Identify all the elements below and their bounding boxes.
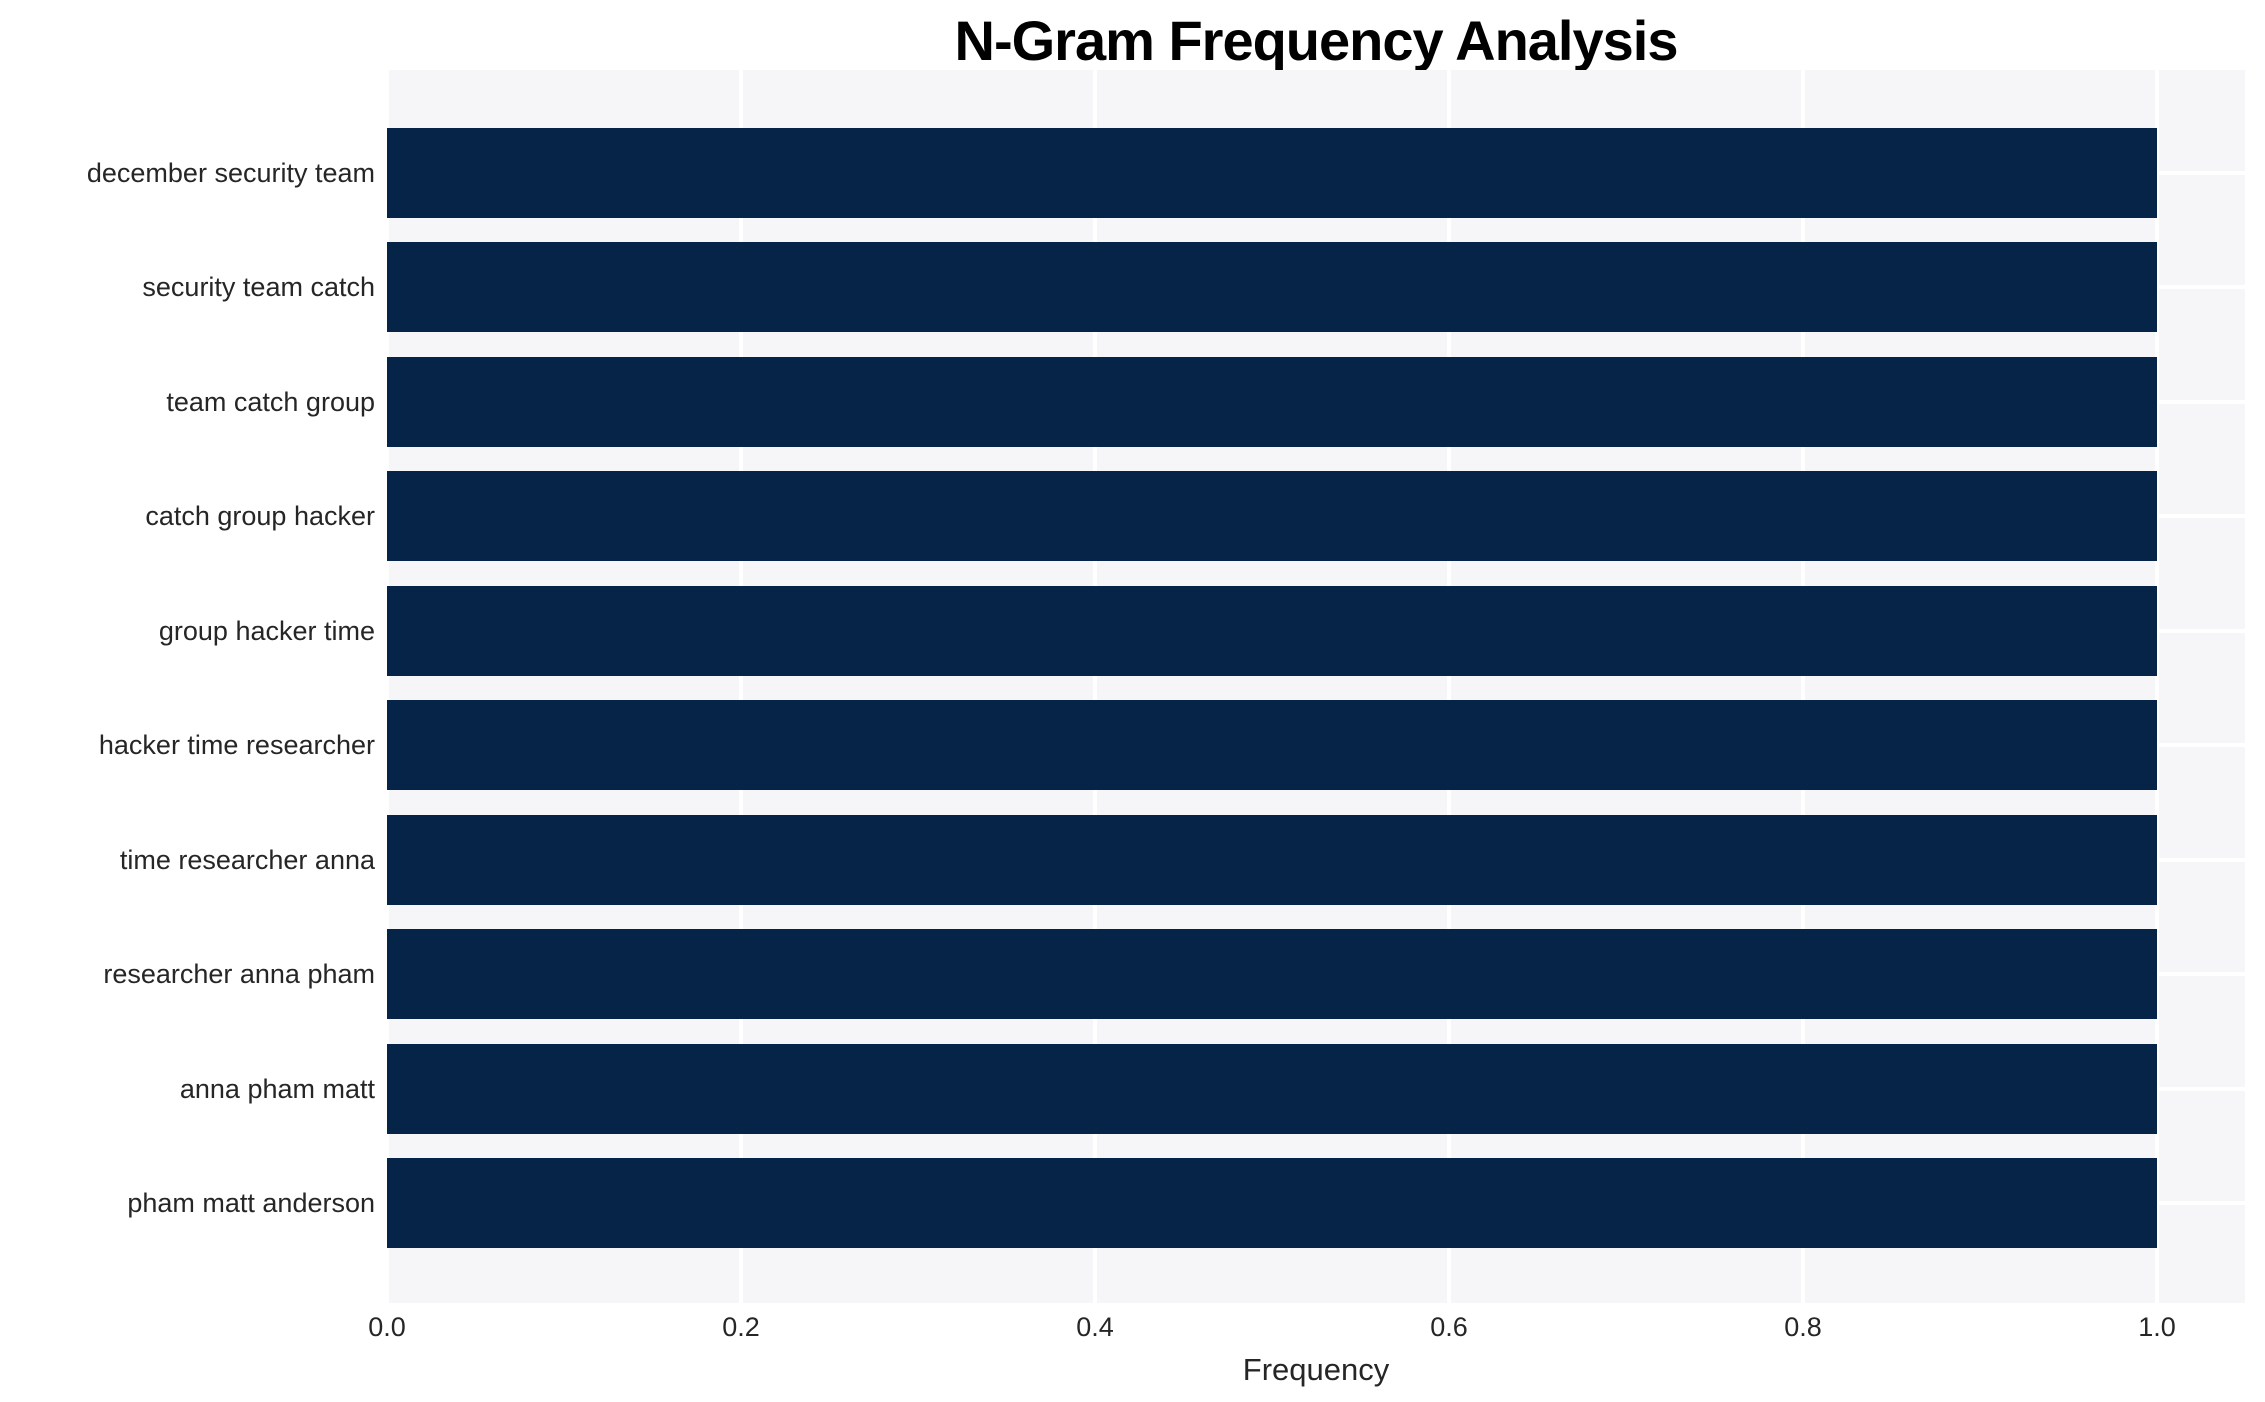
bar-researcher-anna-pham — [387, 929, 2157, 1020]
xtick-label-0.6: 0.6 — [1430, 1312, 1468, 1342]
bar-hacker-time-researcher — [387, 700, 2157, 791]
plot-area — [385, 70, 2245, 1303]
ytick-label: time researcher anna — [119, 844, 375, 875]
ytick-label: december security team — [86, 158, 375, 188]
bar-security-team-catch — [387, 242, 2157, 333]
xtick-label-0.8: 0.8 — [1784, 1312, 1822, 1342]
ytick-label: pham matt anderson — [127, 1187, 375, 1218]
ytick-label: security team catch — [142, 272, 375, 303]
bar-team-catch-group — [387, 356, 2157, 447]
bar-anna-pham-matt — [387, 1043, 2157, 1134]
x-gridline-0.2 — [739, 70, 743, 1303]
x-gridline-0.0 — [385, 70, 389, 1303]
ytick-label: team catch group — [166, 386, 375, 417]
x-gridline-1.0 — [2155, 70, 2159, 1303]
x-gridline-0.4 — [1093, 70, 1097, 1303]
ytick-label: hacker time researcher — [98, 730, 375, 761]
xtick-label-1.0: 1.0 — [2138, 1312, 2176, 1342]
ytick-label: researcher anna pham — [103, 959, 375, 990]
xtick-label-0.2: 0.2 — [722, 1312, 760, 1342]
ytick-label: group hacker time — [158, 615, 375, 646]
bar-december-security-team — [387, 128, 2157, 218]
bar-pham-matt-anderson — [387, 1157, 2157, 1248]
ytick-label: catch group hacker — [145, 501, 375, 532]
bar-time-researcher-anna — [387, 814, 2157, 905]
ytick-label: anna pham matt — [179, 1073, 375, 1104]
bar-catch-group-hacker — [387, 471, 2157, 562]
x-gridline-0.6 — [1447, 70, 1451, 1303]
x-axis-title: Frequency — [1242, 1352, 1390, 1387]
chart-title: N-Gram Frequency Analysis — [954, 9, 1679, 72]
xtick-label-0.0: 0.0 — [368, 1312, 406, 1342]
xtick-label-0.4: 0.4 — [1076, 1312, 1114, 1342]
bar-group-hacker-time — [387, 585, 2157, 676]
x-gridline-0.8 — [1801, 70, 1805, 1303]
